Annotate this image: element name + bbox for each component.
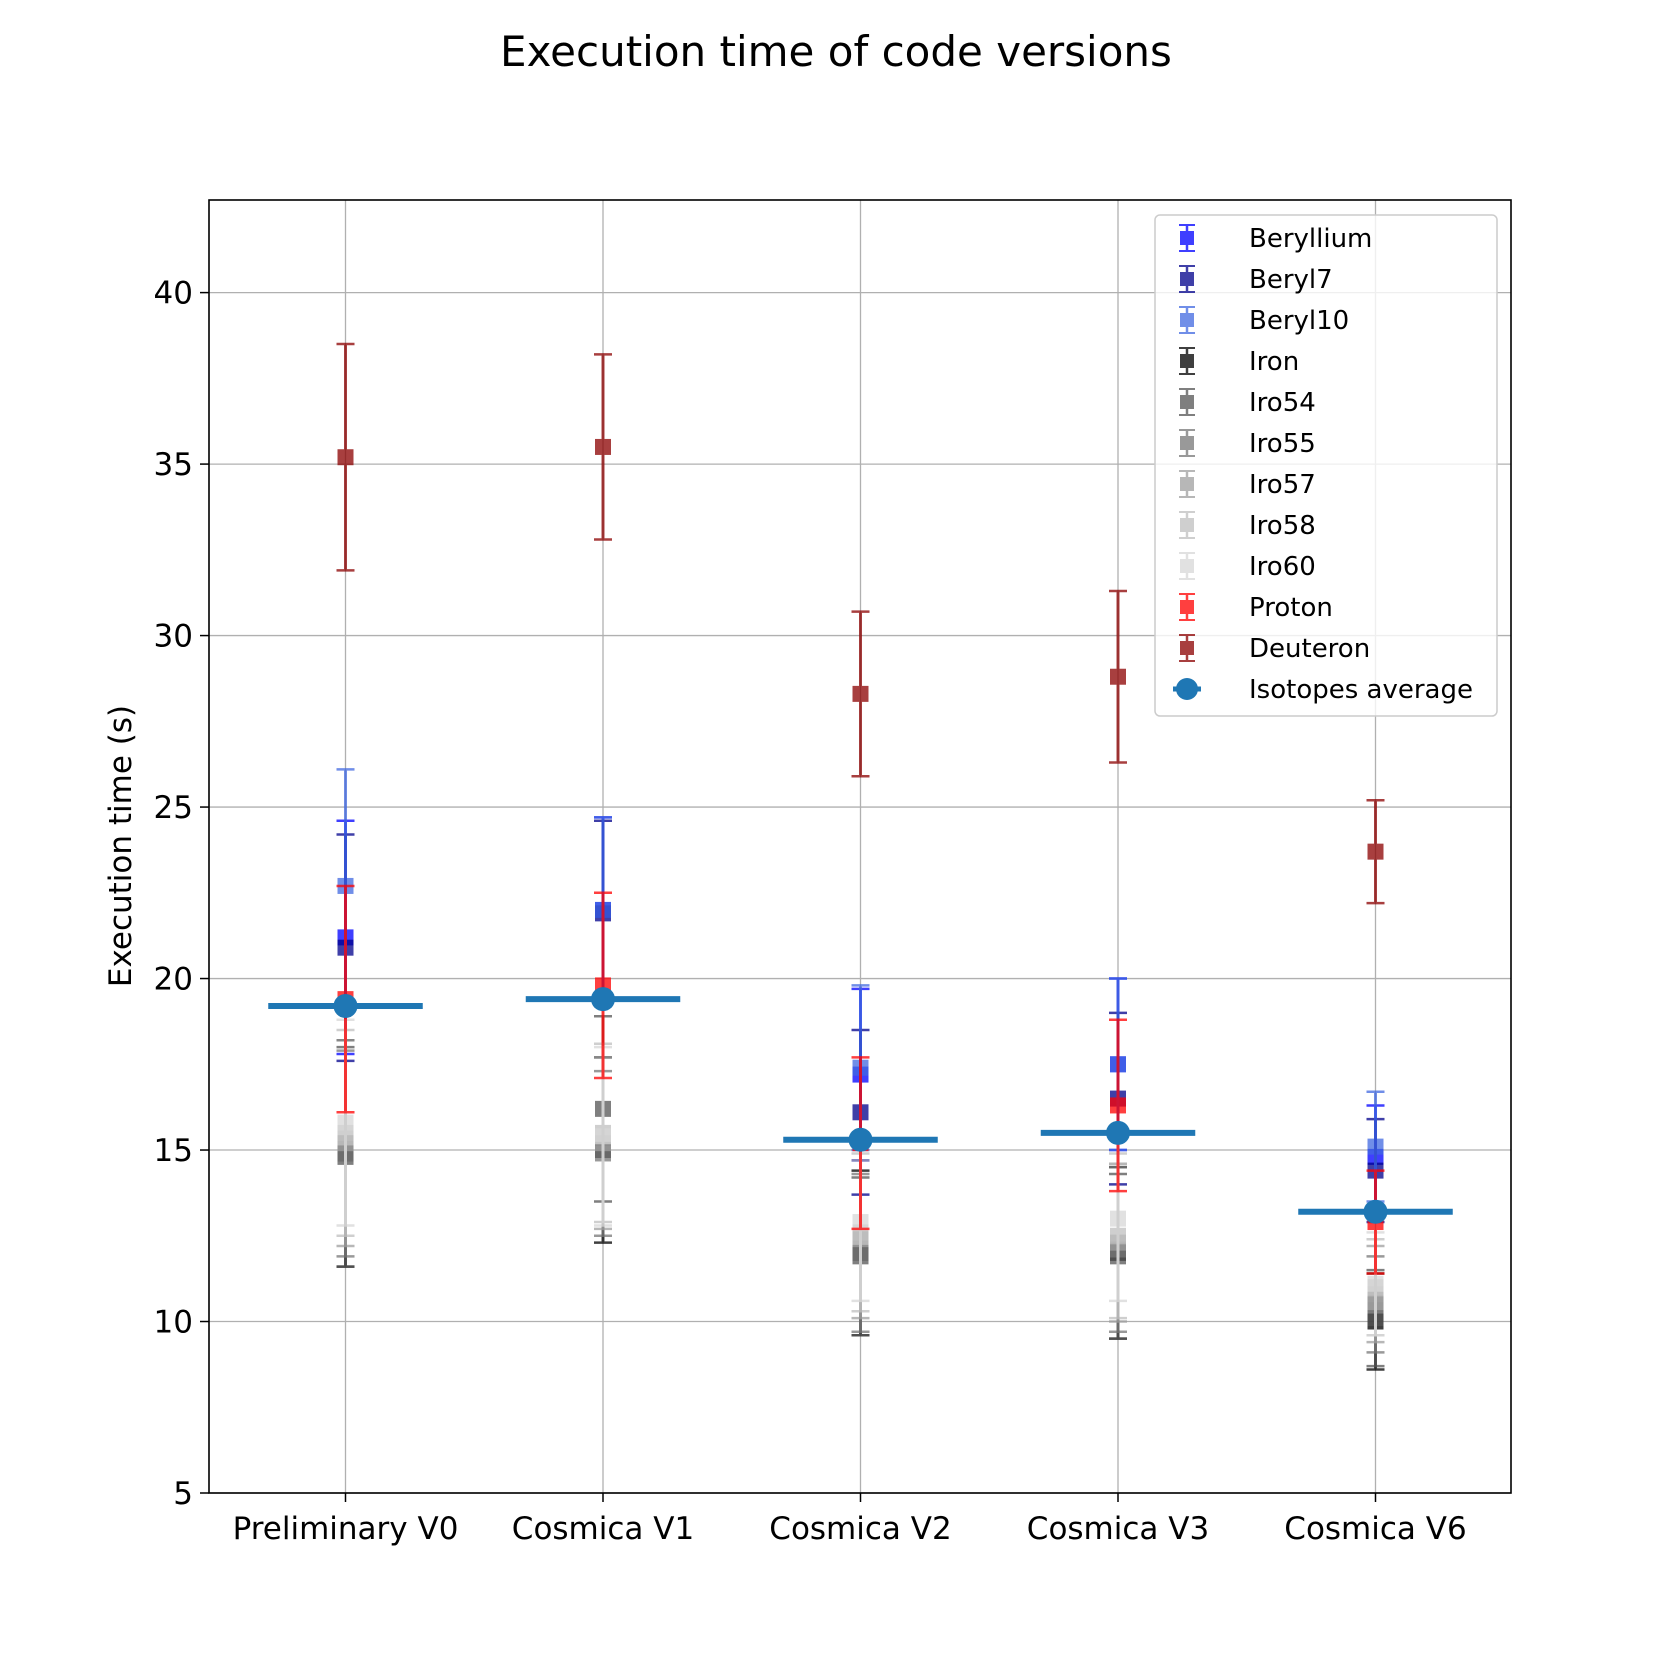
legend-square <box>1180 395 1194 409</box>
legend-marker-iro57 <box>1179 470 1195 498</box>
legend-square <box>1180 436 1194 450</box>
data-point <box>1367 1275 1384 1292</box>
data-point <box>1110 668 1126 685</box>
data-point <box>337 449 354 466</box>
y-axis-label: Execution time (s) <box>103 705 139 987</box>
data-point <box>337 1114 354 1131</box>
legend-label-iro60: Iro60 <box>1249 552 1316 582</box>
legend-marker-iron <box>1179 347 1195 375</box>
legend-square <box>1180 313 1194 327</box>
data-point <box>1367 1138 1384 1155</box>
data-point <box>1110 1097 1126 1114</box>
legend-square <box>1180 272 1194 286</box>
legend-label-iro54: Iro54 <box>1249 388 1316 418</box>
legend: Beryllium Beryl7 Beryl10 Iron Iro54 Iro55 Iro5… <box>1154 214 1498 717</box>
x-tick-label: Preliminary V0 <box>233 1511 459 1547</box>
legend-marker-beryllium <box>1179 224 1195 252</box>
y-tick-label: 35 <box>154 447 193 483</box>
legend-marker-iro54 <box>1179 388 1195 416</box>
legend-marker-iro55 <box>1179 429 1195 457</box>
legend-label-iro58: Iro58 <box>1249 511 1316 541</box>
legend-square <box>1180 518 1194 532</box>
legend-label-iro55: Iro55 <box>1249 429 1316 459</box>
legend-marker-iro60 <box>1179 552 1195 580</box>
legend-square <box>1180 354 1194 368</box>
legend-marker-deuteron <box>1179 634 1195 662</box>
data-point <box>1367 843 1384 860</box>
series-deuteron <box>336 342 1385 905</box>
legend-square <box>1180 559 1194 573</box>
legend-marker-iro58 <box>1179 511 1195 539</box>
chart-title: Execution time of code versions <box>500 27 1172 76</box>
y-axis-ticks: 5 10 15 20 25 30 35 40 <box>154 276 209 1512</box>
legend-label-isotopes-average: Isotopes average <box>1249 675 1473 705</box>
legend-square <box>1180 231 1194 245</box>
legend-label-beryl7: Beryl7 <box>1249 265 1333 295</box>
legend-marker-beryl7 <box>1179 265 1195 293</box>
legend-label-beryl10: Beryl10 <box>1249 306 1349 336</box>
x-axis-ticks: Preliminary V0 Cosmica V1 Cosmica V2 Cosmic… <box>233 1493 1467 1547</box>
average-point <box>848 1127 873 1152</box>
legend-marker-isotopes-average <box>1173 678 1201 700</box>
legend-square <box>1180 600 1194 614</box>
legend-label-proton: Proton <box>1249 593 1333 623</box>
legend-frame <box>1154 214 1498 717</box>
legend-circle <box>1176 678 1198 700</box>
x-tick-label: Cosmica V6 <box>1284 1511 1466 1547</box>
y-tick-label: 40 <box>154 276 193 312</box>
y-tick-label: 5 <box>173 1476 193 1512</box>
legend-label-iron: Iron <box>1249 347 1299 377</box>
y-tick-label: 25 <box>154 790 193 826</box>
average-point <box>333 993 358 1018</box>
x-tick-label: Cosmica V1 <box>512 1511 694 1547</box>
y-tick-label: 15 <box>154 1133 193 1169</box>
data-point <box>595 1128 611 1145</box>
y-tick-label: 20 <box>154 962 193 998</box>
x-tick-label: Cosmica V2 <box>769 1511 951 1547</box>
y-tick-label: 30 <box>154 619 193 655</box>
y-tick-label: 10 <box>154 1305 193 1341</box>
data-point <box>595 438 611 455</box>
legend-square <box>1180 641 1194 655</box>
average-point <box>1363 1199 1388 1224</box>
series-layer <box>268 342 1453 1371</box>
legend-label-beryllium: Beryllium <box>1249 224 1372 254</box>
data-point <box>852 685 869 702</box>
series-isotopes-average <box>268 987 1453 1224</box>
legend-label-iro57: Iro57 <box>1249 470 1316 500</box>
legend-label-deuteron: Deuteron <box>1249 634 1370 664</box>
legend-square <box>1180 477 1194 491</box>
legend-marker-proton <box>1179 593 1195 621</box>
x-tick-label: Cosmica V3 <box>1027 1511 1209 1547</box>
plot-frame <box>208 199 1512 1494</box>
average-point <box>591 987 615 1012</box>
average-point <box>1106 1120 1130 1145</box>
data-point <box>1110 1210 1126 1227</box>
legend-marker-beryl10 <box>1179 306 1195 334</box>
